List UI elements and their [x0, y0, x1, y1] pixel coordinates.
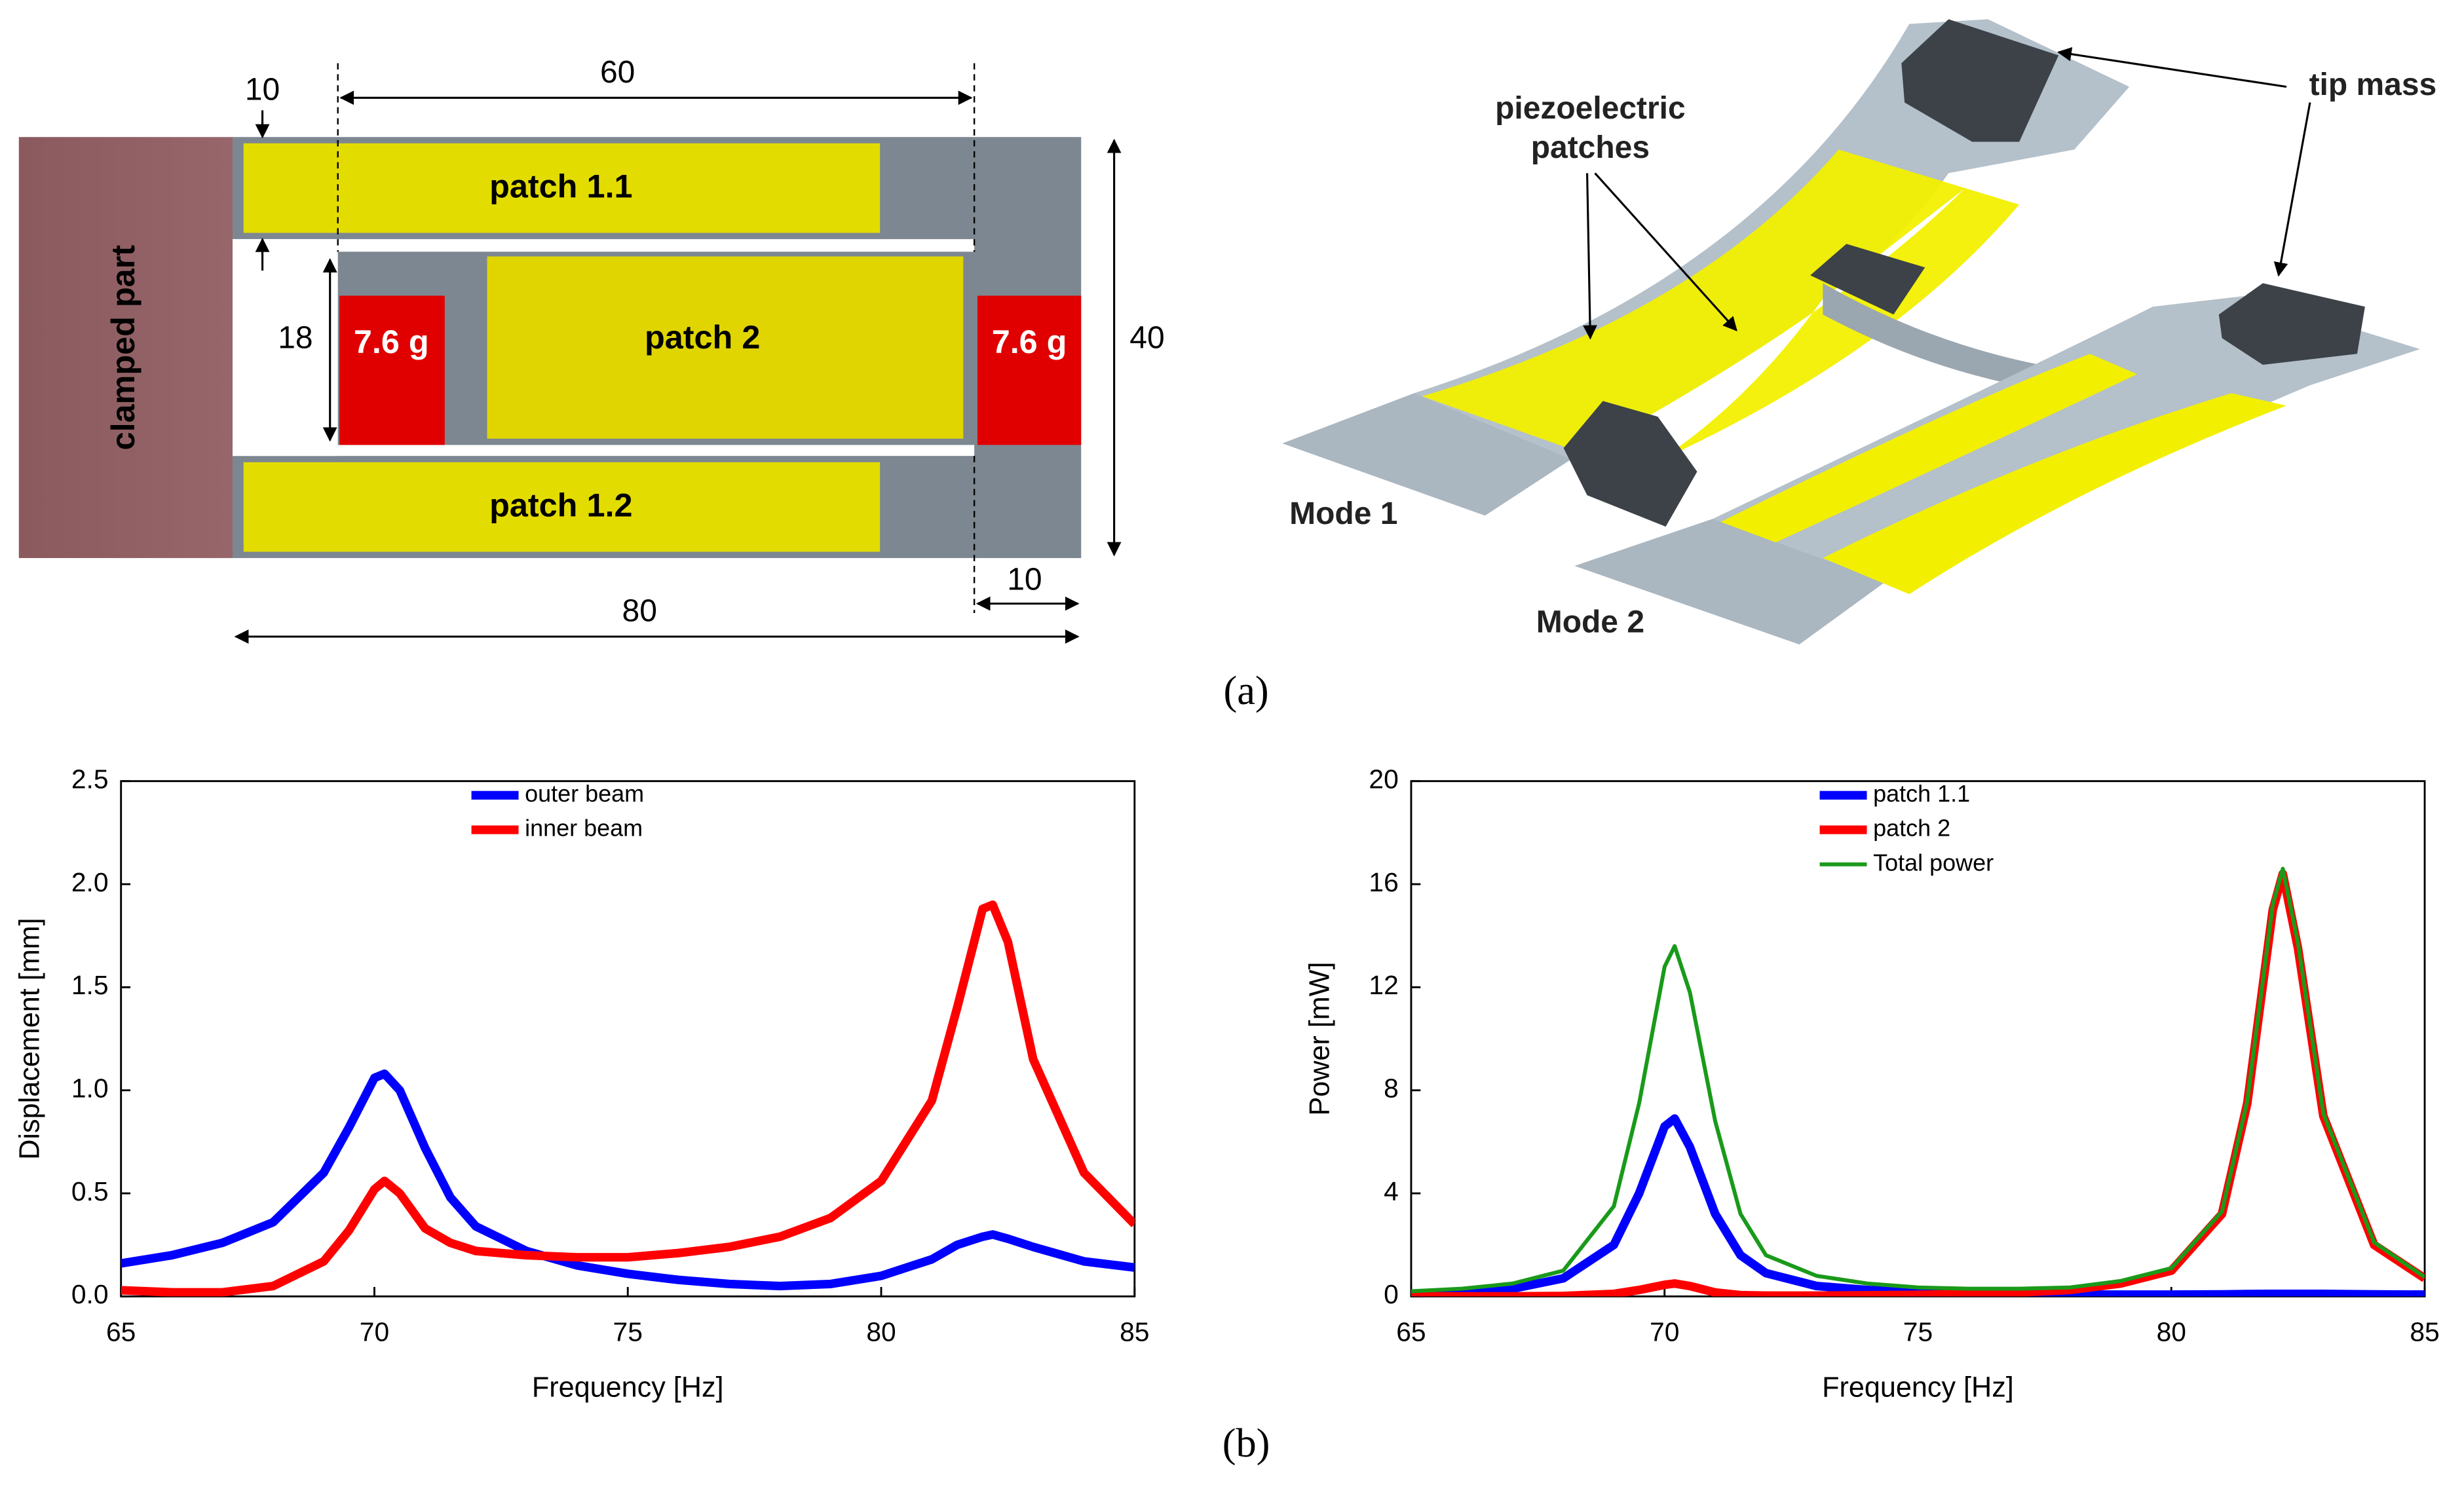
beam-diagram: patch 1.1 patch 2 patch 1.2 7.6 g 7.6 g …: [18, 55, 1165, 644]
y-tick-label: 2.5: [71, 764, 109, 794]
patch: [1823, 393, 2286, 595]
y-tick-label: 0.0: [71, 1279, 109, 1309]
series-line: [121, 1069, 1135, 1291]
dimension-label: 10: [1007, 563, 1042, 597]
legend-label: inner beam: [525, 815, 643, 842]
y-tick-label: 20: [1369, 764, 1398, 794]
y-tick-label: 1.5: [71, 970, 109, 1000]
slot: [232, 239, 338, 456]
beam-mode-2: [1713, 295, 2420, 582]
legend-label: patch 2: [1873, 815, 1950, 842]
y-tick-label: 8: [1384, 1073, 1399, 1103]
x-tick-label: 75: [613, 1317, 643, 1347]
patch-label: patch 1.2: [489, 487, 632, 524]
render-label: tip mass: [2309, 67, 2437, 102]
series-line: [1411, 869, 2425, 1297]
x-tick-label: 80: [866, 1317, 896, 1347]
dimension-label: 10: [245, 72, 280, 107]
x-tick-label: 65: [1396, 1317, 1426, 1347]
caption: (a): [1223, 668, 1268, 713]
x-tick-label: 75: [1903, 1317, 1933, 1347]
slot: [232, 445, 975, 456]
render-label: patches: [1531, 130, 1650, 165]
series-line: [1411, 866, 2425, 1294]
y-tick-label: 2.0: [71, 867, 109, 897]
y-tick-label: 0.5: [71, 1176, 109, 1206]
pointer: [2273, 102, 2311, 277]
patch: [1720, 354, 2138, 543]
render-label: Mode 2: [1536, 605, 1644, 639]
render-label: Mode 1: [1289, 496, 1397, 531]
dimension-label: 40: [1129, 320, 1164, 355]
y-tick-label: 1.0: [71, 1073, 109, 1103]
patch: [243, 462, 881, 552]
legend-label: Total power: [1873, 849, 1994, 876]
tip-mass: [1901, 19, 2059, 142]
x-tick-label: 70: [360, 1317, 389, 1347]
dimension-label: 18: [278, 320, 313, 355]
tip-mass: [1810, 244, 1925, 315]
mass: [339, 295, 445, 445]
y-tick-label: 12: [1369, 970, 1398, 1000]
mass-label: 7.6 g: [354, 323, 429, 360]
inner-mass: [1563, 401, 1697, 527]
y-tick-label: 4: [1384, 1176, 1399, 1206]
series-line: [121, 900, 1135, 1297]
mass-label: 7.6 g: [992, 323, 1067, 360]
render-label: piezoelectric: [1495, 91, 1686, 126]
x-tick-label: 65: [106, 1317, 136, 1347]
clamp-plate: [1282, 393, 1572, 516]
pointer: [2057, 47, 2287, 88]
y-tick-label: 16: [1369, 867, 1398, 897]
x-axis-label: Frequency [Hz]: [1822, 1371, 2014, 1403]
tip-mass: [2218, 283, 2365, 365]
y-axis-label: Displacement [mm]: [14, 918, 45, 1159]
patch: [243, 143, 881, 233]
patch-label: patch 2: [645, 318, 760, 356]
pointer: [1583, 173, 1597, 340]
patch: [487, 256, 964, 439]
patch: [1422, 149, 2020, 472]
clamped-part: [18, 137, 233, 559]
x-axis-label: Frequency [Hz]: [532, 1371, 724, 1403]
clamp-plate: [1574, 519, 1886, 644]
patch-label: patch 1.1: [489, 168, 632, 205]
pointer: [1594, 172, 1737, 331]
clamped-label: clamped part: [104, 245, 142, 451]
dimension-label: 60: [600, 55, 635, 90]
plot-frame: [120, 780, 1136, 1297]
mass: [977, 295, 1082, 445]
x-tick-label: 80: [2157, 1317, 2186, 1347]
render: piezoelectric patches tip mass Mode 1 Mo…: [1282, 19, 2436, 644]
y-axis-label: Power [mW]: [1304, 962, 1336, 1116]
legend-label: patch 1.1: [1873, 780, 1970, 807]
slot: [232, 239, 975, 252]
x-tick-label: 85: [1120, 1317, 1149, 1347]
x-tick-label: 70: [1650, 1317, 1679, 1347]
caption: (b): [1223, 1421, 1270, 1466]
y-tick-label: 0: [1384, 1279, 1399, 1309]
legend-label: outer beam: [525, 780, 644, 807]
dimension-label: 80: [622, 594, 657, 629]
x-tick-label: 85: [2410, 1317, 2439, 1347]
